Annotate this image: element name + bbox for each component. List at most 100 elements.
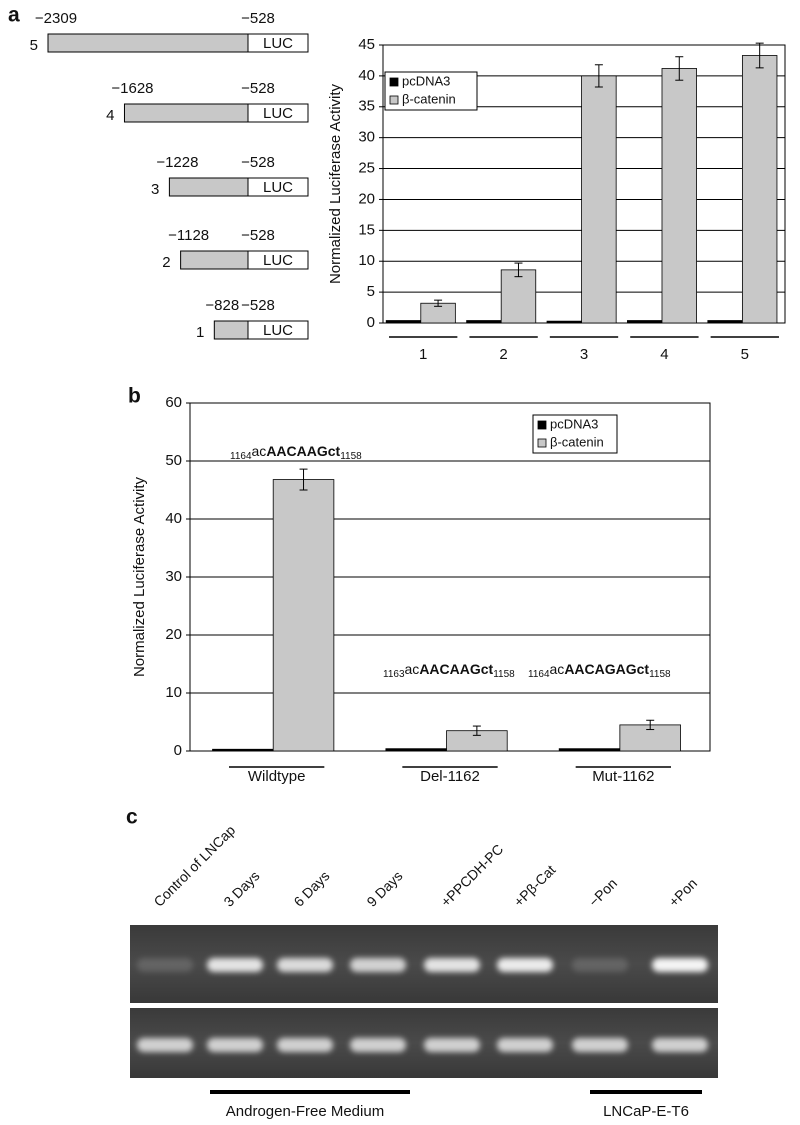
lane-label: +Pβ-Cat: [510, 862, 558, 910]
gel-band: [350, 1038, 406, 1052]
promoter-box: [168, 177, 249, 197]
gel-band: [207, 1038, 263, 1052]
bar: [466, 320, 502, 324]
bar: [546, 320, 582, 324]
subscript: 1164: [230, 451, 252, 462]
construct-number: 5: [30, 37, 38, 54]
subscript: 1164: [528, 669, 550, 680]
y-tick-label: 10: [358, 252, 375, 269]
y-tick-label: 20: [165, 626, 182, 643]
sequence-core: AACAGAGct: [564, 661, 649, 677]
legend-label: β-catenin: [550, 434, 604, 449]
end-position: −528: [241, 80, 275, 97]
y-tick-label: 0: [367, 314, 375, 331]
legend-box: [384, 71, 478, 111]
gel-band: [277, 1038, 333, 1052]
error-bar: [755, 42, 764, 69]
y-axis-label: Normalized Luciferase Activity: [131, 476, 148, 677]
y-tick-label: 40: [358, 67, 375, 84]
promoter-box: [180, 250, 249, 270]
bar: [627, 320, 663, 324]
legend-label: pcDNA3: [402, 73, 450, 88]
y-axis-label: Normalized Luciferase Activity: [327, 83, 344, 284]
bar: [707, 320, 743, 324]
promoter-box: [47, 33, 249, 53]
y-tick-label: 45: [358, 36, 375, 53]
legend-box: [532, 414, 618, 454]
x-tick-label: 3: [580, 346, 588, 363]
gel-band: [137, 1038, 193, 1052]
error-bar: [646, 719, 655, 731]
gel-band: [497, 958, 553, 972]
y-tick-label: 20: [358, 190, 375, 207]
y-tick-label: 10: [165, 684, 182, 701]
lane-label: 6 Days: [290, 868, 332, 910]
y-tick-label: 15: [358, 221, 375, 238]
sequence-annotation: 1164acAACAGAGct1158: [528, 661, 671, 680]
legend-swatch: [537, 420, 547, 430]
x-tick-label: 1: [419, 346, 427, 363]
start-position: −828: [205, 297, 239, 314]
reporter-label: LUC: [263, 322, 293, 339]
bar: [661, 68, 697, 324]
sequence-flank: ac: [252, 443, 267, 459]
group-label: LNCaP-E-T6: [603, 1103, 689, 1120]
legend-label: pcDNA3: [550, 416, 598, 431]
start-position: −2309: [35, 10, 77, 27]
lane-label: +Pon: [665, 875, 700, 910]
subscript: 1158: [493, 669, 515, 680]
construct-number: 3: [151, 181, 159, 198]
lane-label: −Pon: [585, 875, 620, 910]
gel-band: [424, 958, 480, 972]
start-position: −1128: [168, 227, 209, 244]
subscript: 1158: [649, 669, 671, 680]
y-tick-label: 25: [358, 160, 375, 177]
x-tick-label: 5: [741, 346, 749, 363]
y-tick-label: 40: [165, 510, 182, 527]
bar: [581, 75, 617, 324]
gel-band: [137, 958, 193, 972]
gel-band: [572, 1038, 628, 1052]
end-position: −528: [241, 227, 275, 244]
promoter-box: [213, 320, 249, 340]
y-tick-label: 30: [165, 568, 182, 585]
end-position: −528: [241, 154, 275, 171]
y-tick-label: 60: [165, 394, 182, 411]
promoter-box: [123, 103, 249, 123]
gel-band: [652, 958, 708, 972]
bar: [385, 320, 422, 324]
x-tick-label: 4: [660, 346, 668, 363]
panel-label: b: [128, 385, 141, 408]
bar: [500, 269, 537, 324]
group-label: Androgen-Free Medium: [226, 1103, 384, 1120]
error-bar: [675, 56, 684, 81]
error-bar: [434, 299, 443, 307]
lane-label: +PPCDH-PC: [437, 841, 506, 910]
construct-number: 4: [106, 107, 114, 124]
x-tick-label: Wildtype: [248, 768, 306, 785]
gel-band: [277, 958, 333, 972]
legend-label: β-catenin: [402, 91, 456, 106]
x-tick-label: Del-1162: [420, 768, 480, 785]
reporter-label: LUC: [263, 35, 293, 52]
bar: [558, 748, 621, 752]
lane-label: 3 Days: [220, 868, 262, 910]
subscript: 1163: [383, 669, 405, 680]
luc-box: [247, 103, 309, 123]
y-tick-label: 5: [367, 283, 375, 300]
legend-swatch: [389, 95, 399, 105]
end-position: −528: [241, 10, 275, 27]
luc-box: [247, 250, 309, 270]
y-tick-label: 0: [174, 742, 182, 759]
bar: [212, 748, 274, 752]
error-bar: [472, 725, 481, 736]
subscript: 1158: [340, 451, 362, 462]
lane-label: 9 Days: [363, 868, 405, 910]
reporter-label: LUC: [263, 252, 293, 269]
reporter-label: LUC: [263, 105, 293, 122]
luc-box: [247, 33, 309, 53]
gel-band: [497, 1038, 553, 1052]
panel-label: c: [126, 806, 138, 829]
y-tick-label: 35: [358, 98, 375, 115]
